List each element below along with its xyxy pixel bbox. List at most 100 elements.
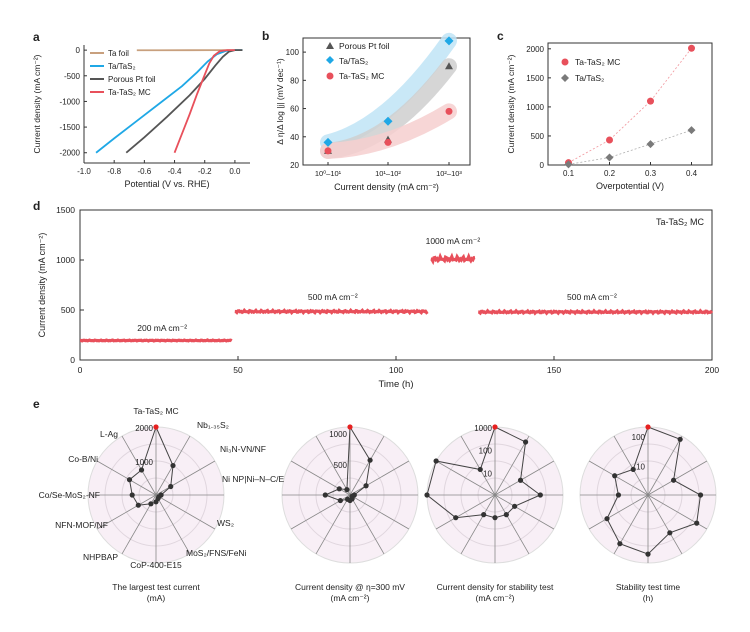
legend-label: Ta-TaS₂ MC [339,71,384,81]
radar-caption-unit: (h) [643,593,654,603]
x-tick-label: 200 [705,365,719,375]
series-guide-line [568,129,692,165]
radar-point [617,541,623,547]
x-tick-label: -0.4 [168,167,182,176]
x-axis-label: Potential (V vs. RHE) [124,179,209,189]
y-tick-label: 40 [290,133,299,142]
radar-point [344,487,350,493]
y-tick-label: 500 [531,132,545,141]
radar-spoke [121,435,157,496]
y-tick-label: 0 [70,355,75,365]
x-tick-label: -1.0 [77,167,91,176]
radar-tick-label: 500 [334,461,348,470]
radar-point [517,477,524,483]
data-point [688,44,695,52]
data-point [606,136,613,144]
chart-e: 2000 1000 The largest test current(mA) 1000… [39,406,717,603]
panel-letter-a: a [33,30,40,44]
radar-spoke [647,460,708,496]
radar-point [336,486,342,492]
radar-point [481,512,487,518]
radar-point [322,492,328,498]
radar-spoke [96,494,157,530]
x-axis-label: Overpotential (V) [596,181,664,191]
radar-spoke [588,494,649,530]
y-tick-label: 20 [290,161,299,170]
data-point [445,107,453,115]
radar-spoke [588,460,649,496]
radar-point [153,499,159,505]
legend-marker [561,74,569,82]
y-axis-label: Current density (mA cm⁻²) [32,54,42,153]
y-tick-label: -500 [64,72,81,81]
stability-segment [80,338,233,343]
legend-label: Porous Pt foil [339,41,390,51]
chart-b: 20 40 60 80 100 10⁰–10¹ 10¹–10² 10²–10³ Current … [275,32,471,192]
legend-marker [561,58,569,66]
radar-caption-unit: (mA) [147,593,166,603]
x-tick-label: 10⁰–10¹ [315,169,342,178]
radar-point [492,515,498,521]
panel-letter-c: c [497,29,504,43]
y-tick-label: 2000 [526,45,544,54]
radar-point [537,492,543,498]
x-tick-label: -0.8 [107,167,121,176]
radar-axis-label: Nb₁.₃₅S₂ [197,420,229,430]
y-tick-label: 1000 [526,103,544,112]
legend-marker [326,56,334,64]
radar-caption: Stability test time [616,582,681,592]
legend-label: Ta/TaS₂ [575,73,604,83]
legend-label: Porous Pt foil [108,75,156,84]
y-tick-label: 0 [540,161,545,170]
y-tick-label: 1000 [56,255,75,265]
x-tick-label: 100 [389,365,403,375]
radar-axis-label: MoS₂/FNS/FeNi [186,548,247,558]
radar-chart-1: 1000 500 Current density @ η=300 mV(mA cm⁻… [281,424,419,603]
radar-point [667,530,673,536]
x-tick-label: 0 [78,365,83,375]
x-tick-label: 50 [233,365,243,375]
radar-point [615,492,622,498]
data-point [445,62,453,70]
radar-caption: Current density @ η=300 mV [295,582,405,592]
legend-label: Ta-TaS₂ MC [108,88,151,97]
y-tick-label: 80 [290,76,299,85]
radar-point [645,424,651,430]
radar-spoke [494,460,555,496]
radar-tick-label: 2000 [135,424,153,433]
legend-label: Ta foil [108,49,129,58]
x-tick-label: 10²–10³ [436,169,462,178]
radar-point [522,439,529,445]
x-axis-label: Time (h) [378,379,413,390]
legend-marker [326,72,334,80]
panel-letter-d: d [33,199,40,213]
radar-point [363,483,369,489]
radar-spoke [349,494,385,555]
radar-point [138,467,145,473]
y-tick-label: 60 [290,105,299,114]
radar-caption-unit: (mA cm⁻²) [331,593,370,603]
radar-spoke [435,460,496,496]
y-tick-label: 1500 [526,74,544,83]
x-tick-label: 150 [547,365,561,375]
radar-tick-label: 100 [632,433,646,442]
x-tick-label: 0.2 [604,169,616,178]
chart-c: 0 500 1000 1500 2000 0.1 0.2 0.3 0.4 Overpotentia… [506,42,713,191]
radar-point [645,551,651,557]
radar-point [612,473,618,479]
data-point [383,116,393,126]
radar-spoke [349,494,410,530]
radar-point [677,436,683,442]
radar-point [604,516,610,522]
legend-label: Ta/TaS₂ [108,62,136,71]
radar-point [492,424,498,430]
x-axis-label: Current density (mA cm⁻²) [334,182,439,192]
radar-point [367,457,373,463]
y-tick-label: 100 [286,48,300,57]
radar-point [477,466,483,473]
radar-spoke [460,435,496,496]
x-tick-label: 0.1 [563,169,575,178]
radar-tick-label: 100 [479,447,493,456]
radar-spoke [96,460,157,496]
